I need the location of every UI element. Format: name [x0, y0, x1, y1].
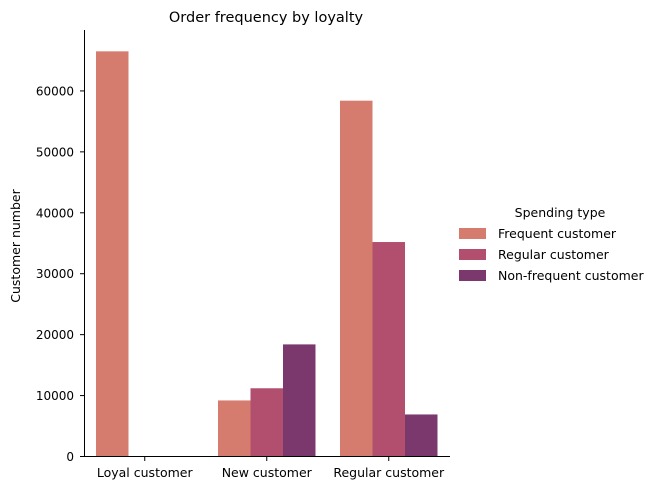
y-tick-label: 40000 [36, 206, 74, 220]
bar-regular-customer-new-customer [250, 388, 283, 457]
y-tick-label: 10000 [36, 389, 74, 403]
x-axis: Loyal customer New customer Regular custom… [97, 456, 445, 480]
x-tick-label: Loyal customer [97, 465, 194, 480]
y-axis-label: Customer number [8, 188, 23, 302]
chart-title: Order frequency by loyalty [169, 10, 364, 26]
bar-non-frequent-customer-regular-customer [405, 414, 438, 457]
legend-label: Non-frequent customer [498, 268, 644, 283]
bar-frequent-customer-loyal-customer [96, 51, 129, 457]
legend-label: Regular customer [498, 247, 610, 262]
y-tick-label: 0 [66, 450, 74, 464]
y-tick-label: 20000 [36, 328, 74, 342]
x-tick-label: Regular customer [333, 465, 445, 480]
bar-frequent-customer-regular-customer [340, 100, 373, 457]
legend: Spending type Frequent customer Regular c… [459, 205, 644, 283]
legend-label: Frequent customer [498, 226, 617, 241]
bar-non-frequent-customer-new-customer [283, 344, 316, 457]
bar-frequent-customer-new-customer [218, 400, 251, 457]
legend-swatch [459, 228, 486, 239]
bar-regular-customer-regular-customer [372, 242, 405, 457]
y-axis: 0 10000 20000 30000 40000 50000 60000 [36, 84, 85, 464]
legend-swatch [459, 270, 486, 281]
y-tick-label: 60000 [36, 84, 74, 98]
legend-swatch [459, 249, 486, 260]
bars-group [96, 51, 438, 457]
y-tick-label: 50000 [36, 145, 74, 159]
x-tick-label: New customer [222, 465, 313, 480]
y-tick-label: 30000 [36, 267, 74, 281]
legend-title: Spending type [515, 205, 606, 220]
